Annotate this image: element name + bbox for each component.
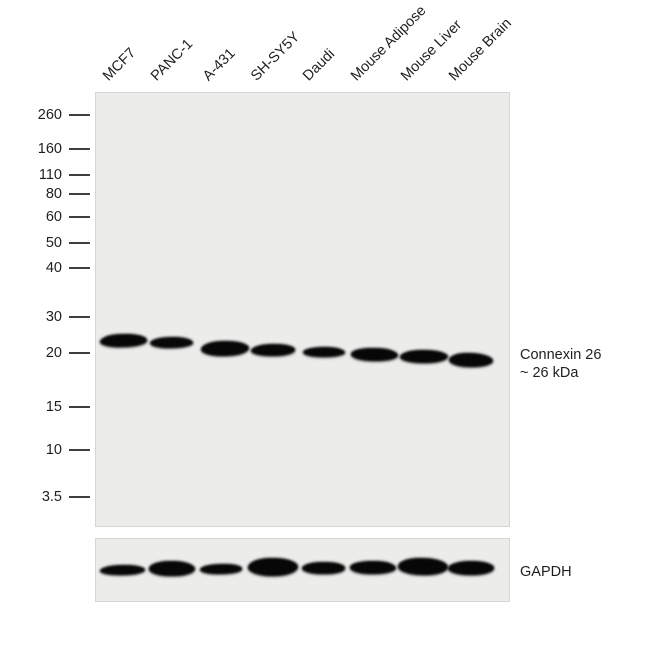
mw-marker-label-80: 80 [45, 185, 62, 202]
mw-marker-label-260: 260 [37, 106, 62, 123]
mw-marker-label-40: 40 [45, 259, 62, 276]
mw-tick-160 [69, 148, 90, 150]
lane-label-daudi: Daudi [299, 46, 339, 85]
mw-marker-label-50: 50 [45, 234, 62, 251]
gapdh-band-mouse-liver [397, 557, 449, 576]
connexin26-band-mouse-liver [399, 349, 449, 364]
lane-label-panc1: PANC-1 [147, 36, 197, 85]
lane-label-a431: A-431 [199, 45, 239, 85]
connexin26-band-daudi [303, 347, 345, 357]
mw-marker-label-160: 160 [37, 140, 62, 157]
connexin26-band-mouse-adipose [350, 347, 399, 362]
mw-marker-label-3-5: 3.5 [41, 488, 62, 505]
mw-tick-60 [69, 216, 90, 218]
mw-marker-label-15: 15 [45, 398, 62, 415]
mw-tick-20 [69, 352, 90, 354]
gapdh-band-mouse-adipose [350, 561, 396, 574]
gapdh-band-shsy5y [248, 558, 298, 576]
mw-marker-label-110: 110 [38, 166, 62, 183]
mw-tick-30 [69, 316, 90, 318]
target-protein-label: Connexin 26 [520, 347, 602, 363]
mw-marker-label-60: 60 [45, 208, 62, 225]
main-blot-panel [95, 92, 510, 527]
gapdh-band-mouse-brain [448, 561, 494, 575]
mw-tick-15 [69, 406, 90, 408]
mw-tick-40 [69, 267, 90, 269]
mw-tick-80 [69, 193, 90, 195]
mw-tick-50 [69, 242, 90, 244]
mw-marker-label-30: 30 [45, 308, 62, 325]
target-kda-label: ~ 26 kDa [520, 365, 579, 381]
mw-marker-label-20: 20 [45, 344, 62, 361]
lane-label-mcf7: MCF7 [99, 45, 140, 85]
connexin26-band-shsy5y [250, 343, 296, 357]
connexin26-band-mouse-brain [448, 352, 494, 368]
gapdh-band-daudi [302, 562, 345, 574]
gapdh-band-panc1 [149, 561, 195, 576]
mw-tick-10 [69, 449, 90, 451]
mw-tick-3-5 [69, 496, 90, 498]
lane-label-shsy5y: SH-SY5Y [247, 29, 304, 85]
mw-marker-label-10: 10 [45, 441, 62, 458]
mw-tick-260 [69, 114, 90, 116]
mw-tick-110 [69, 174, 90, 176]
loading-control-label: GAPDH [520, 564, 572, 580]
